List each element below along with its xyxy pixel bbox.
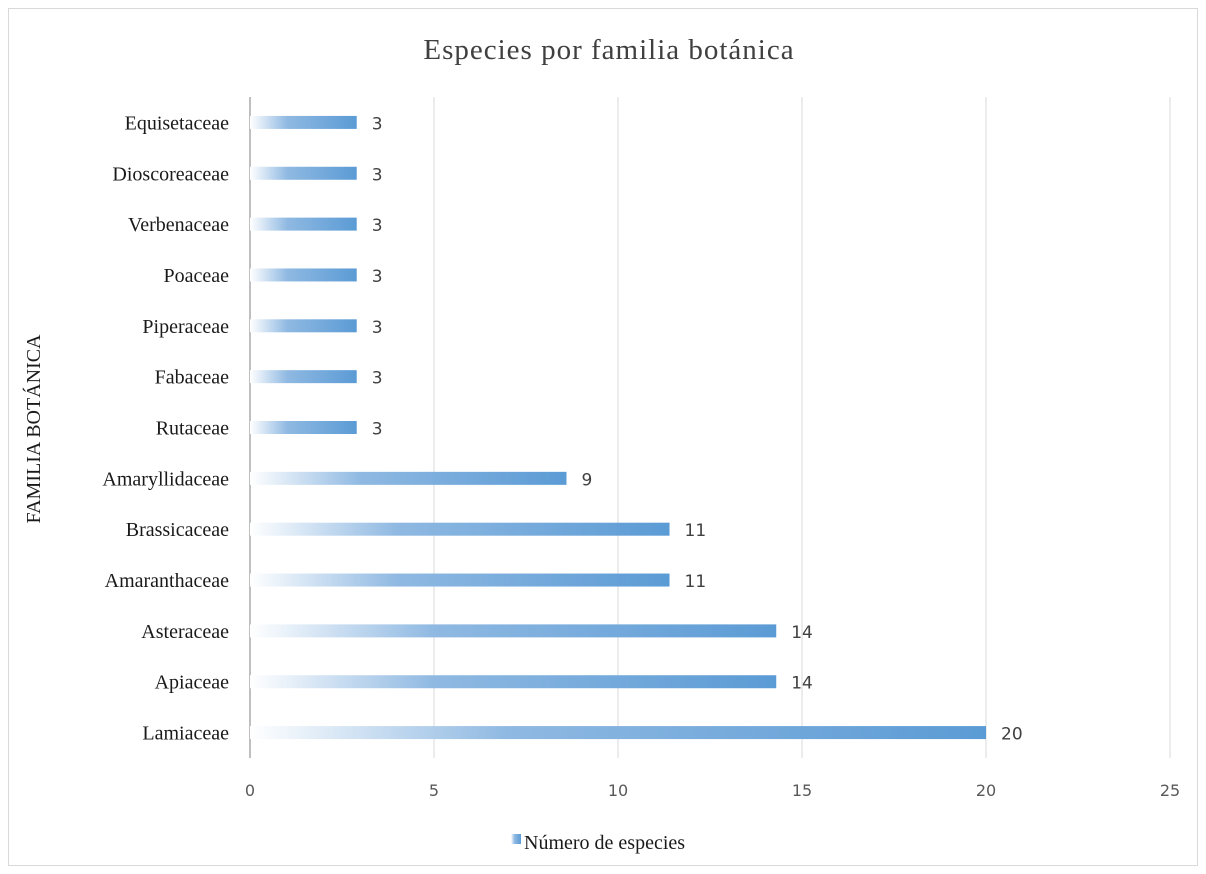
- bar: [250, 268, 357, 282]
- data-label: 11: [685, 572, 707, 592]
- bar: [250, 421, 357, 434]
- category-label: Verbenaceae: [128, 214, 229, 236]
- bar: [250, 522, 670, 536]
- category-label: Fabaceae: [155, 367, 230, 389]
- bars: [250, 115, 986, 740]
- data-label: 11: [685, 521, 707, 541]
- data-label: 3: [372, 420, 383, 440]
- x-tick-label: 10: [608, 781, 628, 800]
- category-label: Piperaceae: [142, 316, 229, 338]
- data-label: 9: [581, 470, 592, 490]
- y-axis-title: FAMILIA BOTÁNICA: [22, 334, 45, 524]
- bar: [250, 370, 357, 384]
- bar: [250, 624, 777, 638]
- x-tick-label: 5: [429, 781, 439, 800]
- bar: [250, 115, 357, 129]
- labels: 0 5 10 15 20 25 Equisetaceae 3 Dioscoreaceae 3 Ver…: [102, 112, 1180, 800]
- data-label: 3: [372, 114, 383, 134]
- category-label: Lamiaceae: [142, 723, 229, 745]
- x-tick-label: 20: [976, 781, 996, 800]
- x-tick-label: 0: [245, 781, 255, 800]
- data-label: 3: [372, 267, 383, 287]
- chart-frame: [8, 8, 1198, 866]
- category-label: Poaceae: [163, 265, 229, 287]
- data-label: 14: [791, 623, 813, 643]
- category-label: Amaranthaceae: [105, 570, 229, 592]
- x-tick-label: 15: [792, 781, 812, 800]
- data-label: 3: [372, 318, 383, 338]
- bar: [250, 166, 357, 180]
- legend-swatch: [511, 834, 521, 844]
- data-label: 3: [372, 165, 383, 185]
- category-label: Equisetaceae: [125, 112, 229, 134]
- bar: [250, 573, 670, 587]
- bar: [250, 319, 357, 333]
- x-tick-label: 25: [1160, 781, 1180, 800]
- data-label: 20: [1001, 725, 1023, 745]
- bar: [250, 471, 567, 485]
- category-label: Asteraceae: [141, 621, 229, 643]
- data-label: 3: [372, 216, 383, 236]
- legend-label: Número de especies: [524, 832, 685, 854]
- category-label: Amaryllidaceae: [102, 468, 229, 490]
- category-label: Brassicaceae: [126, 519, 229, 541]
- data-label: 3: [372, 369, 383, 389]
- legend: Número de especies: [511, 832, 685, 854]
- chart-title: Especies por familia botánica: [423, 34, 794, 66]
- bar: [250, 675, 777, 689]
- bar: [250, 726, 986, 740]
- gridlines: [249, 97, 1171, 758]
- category-label: Rutaceae: [156, 418, 229, 440]
- bar: [250, 217, 357, 231]
- data-label: 14: [791, 674, 813, 694]
- category-label: Dioscoreaceae: [112, 163, 229, 185]
- category-label: Apiaceae: [155, 672, 230, 694]
